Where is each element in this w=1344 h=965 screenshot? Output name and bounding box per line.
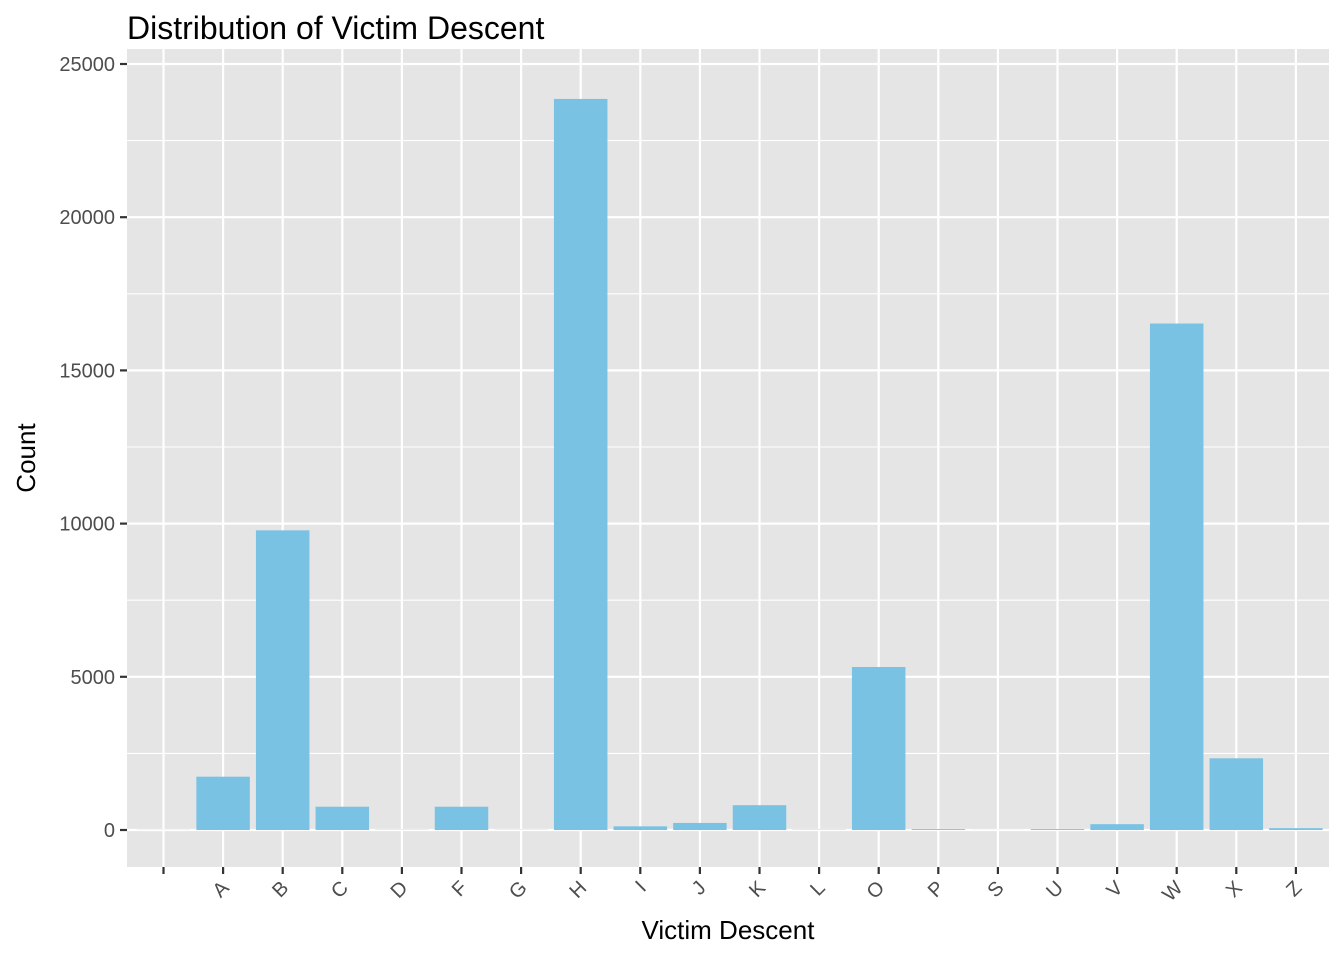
x-tick-label: U xyxy=(1042,877,1068,903)
x-tick-label: K xyxy=(745,877,770,902)
x-tick-label: O xyxy=(863,877,890,904)
bar-b xyxy=(256,530,310,830)
y-tick-label: 0 xyxy=(104,820,115,842)
x-tick-label: Z xyxy=(1282,877,1306,901)
y-tick-label: 10000 xyxy=(59,514,115,536)
y-tick-label: 20000 xyxy=(59,207,115,229)
bar-u xyxy=(1031,829,1085,830)
bar-z xyxy=(1269,828,1323,830)
x-tick-label: S xyxy=(983,877,1008,902)
bar-x xyxy=(1210,758,1264,830)
x-tick-label: X xyxy=(1222,877,1247,902)
x-tick-label: G xyxy=(505,877,532,904)
bar-v xyxy=(1090,824,1144,830)
x-tick-label: L xyxy=(806,877,829,900)
bar-k xyxy=(733,805,787,830)
bar-h xyxy=(554,99,608,830)
chart-title: Distribution of Victim Descent xyxy=(127,10,544,46)
y-tick-label: 25000 xyxy=(59,54,115,76)
bar-i xyxy=(614,826,668,830)
x-tick-label: A xyxy=(209,877,234,902)
bar-a xyxy=(196,777,250,830)
x-tick-label: D xyxy=(387,877,413,903)
x-tick-label: C xyxy=(327,877,353,903)
x-tick-label: W xyxy=(1158,877,1187,906)
x-tick-label: B xyxy=(268,877,293,902)
x-tick-label: H xyxy=(565,877,591,903)
x-axis-title: Victim Descent xyxy=(642,915,816,945)
x-tick-label: V xyxy=(1103,877,1128,902)
x-tick-label: J xyxy=(688,877,711,900)
bar-o xyxy=(852,667,906,830)
bar-w xyxy=(1150,324,1204,830)
y-axis-title: Count xyxy=(11,423,41,493)
x-tick-label: F xyxy=(448,877,472,901)
y-axis: 0 5000 10000 15000 20000 25000 xyxy=(59,54,127,842)
bar-f xyxy=(435,807,489,830)
x-tick-label: P xyxy=(924,877,949,902)
bar-c xyxy=(316,807,370,830)
y-tick-label: 5000 xyxy=(71,667,116,689)
x-tick-label: I xyxy=(631,877,650,896)
bar-p xyxy=(912,829,966,830)
y-tick-label: 15000 xyxy=(59,360,115,382)
bar-j xyxy=(673,823,727,830)
